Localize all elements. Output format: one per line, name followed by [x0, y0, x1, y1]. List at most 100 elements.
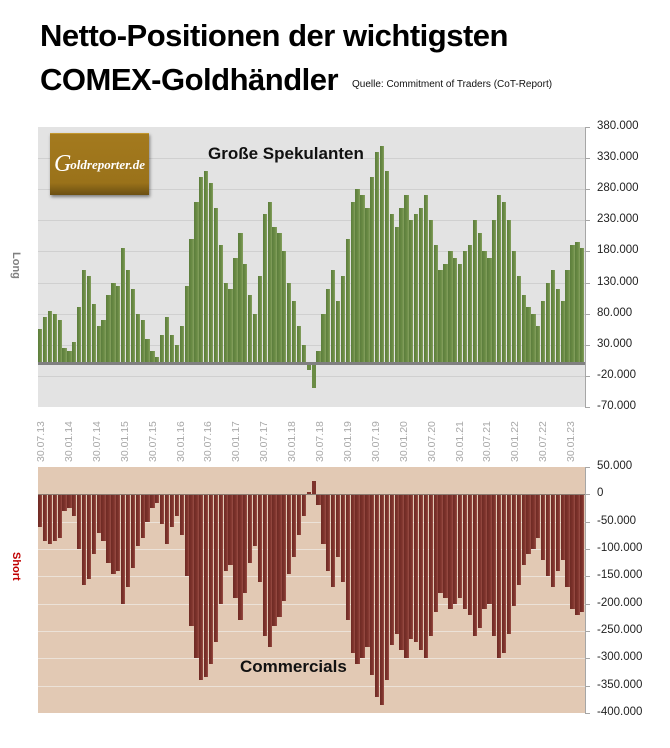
data-bar	[228, 288, 233, 364]
data-bar	[511, 251, 517, 364]
data-bar	[111, 282, 116, 364]
data-bar	[213, 494, 219, 642]
x-tick-label: 30.01.16	[174, 421, 187, 462]
data-bar	[580, 248, 585, 364]
data-bar	[545, 494, 551, 577]
data-bar	[335, 301, 341, 364]
y-tick	[585, 576, 590, 577]
data-bar	[340, 276, 346, 364]
data-bar	[248, 295, 253, 364]
gridline	[38, 549, 585, 550]
y-tick	[585, 189, 590, 190]
data-bar	[194, 201, 199, 364]
data-bar	[228, 494, 233, 566]
data-bar	[345, 239, 350, 364]
data-bar	[111, 494, 116, 574]
y-tick	[585, 283, 590, 284]
data-bar	[155, 357, 160, 364]
data-bar	[174, 344, 180, 364]
data-bar	[541, 301, 546, 364]
data-bar	[62, 347, 67, 364]
data-bar	[428, 494, 433, 637]
data-bar	[404, 494, 409, 659]
data-bar	[531, 494, 536, 549]
data-bar	[565, 494, 570, 588]
data-bar	[492, 220, 497, 364]
data-bar	[370, 494, 375, 675]
data-bar	[570, 245, 575, 364]
y-tick-label: 280.000	[597, 182, 639, 195]
data-bar	[409, 494, 414, 640]
data-bar	[145, 338, 150, 364]
data-bar	[501, 494, 507, 653]
data-bar	[394, 494, 399, 634]
data-bar	[482, 251, 487, 364]
data-bar	[306, 363, 311, 370]
data-bar	[340, 494, 346, 582]
data-bar	[311, 480, 316, 495]
zero-baseline	[38, 494, 585, 496]
data-bar	[62, 494, 67, 511]
data-bar	[443, 263, 448, 364]
data-bar	[257, 276, 263, 364]
data-bar	[345, 494, 350, 621]
logo-text: oldreporter.de	[70, 156, 146, 172]
data-bar	[433, 245, 438, 364]
data-bar	[326, 288, 331, 364]
data-bar	[130, 288, 136, 364]
data-bar	[116, 285, 121, 364]
data-bar	[145, 494, 150, 522]
data-bar	[179, 326, 184, 364]
data-bar	[365, 207, 370, 364]
x-tick-label: 30.01.14	[62, 421, 75, 462]
data-bar	[160, 335, 165, 364]
data-bar	[238, 232, 243, 364]
data-bar	[174, 494, 180, 517]
x-tick-label: 30.01.21	[453, 421, 466, 462]
data-bar	[477, 494, 482, 629]
y-tick	[585, 467, 590, 468]
y-tick	[585, 127, 590, 128]
data-bar	[155, 494, 160, 503]
y-tick-label: -200.000	[597, 596, 643, 609]
source-note: Quelle: Commitment of Traders (CoT-Repor…	[352, 79, 553, 90]
data-bar	[47, 310, 53, 364]
data-bar	[96, 326, 101, 364]
gridline	[38, 345, 585, 346]
y-tick-label: -250.000	[597, 624, 643, 636]
data-bar	[482, 494, 487, 610]
data-bar	[516, 494, 521, 585]
data-bar	[389, 214, 394, 364]
data-bar	[418, 494, 424, 651]
data-bar	[414, 214, 419, 364]
data-bar	[189, 494, 194, 626]
data-bar	[233, 494, 238, 599]
data-bar	[125, 270, 131, 364]
y-tick-label: 330.000	[597, 151, 639, 164]
x-tick-label: 30.01.18	[286, 421, 299, 462]
x-tick-label: 30.01.15	[118, 421, 131, 462]
data-bar	[472, 494, 477, 637]
data-bar	[179, 494, 184, 536]
data-bar	[487, 494, 492, 604]
x-tick-label: 30.07.21	[481, 421, 494, 462]
data-bar	[106, 295, 111, 364]
data-bar	[497, 195, 502, 364]
data-bar	[335, 494, 341, 558]
data-bar	[360, 195, 365, 364]
zero-baseline	[38, 362, 585, 366]
top-y-axis-line	[585, 127, 586, 407]
data-bar	[287, 494, 292, 574]
data-bar	[453, 257, 458, 364]
y-tick	[585, 604, 590, 605]
gridline	[38, 189, 585, 190]
data-bar	[291, 494, 297, 558]
data-bar	[472, 220, 477, 364]
data-bar	[199, 494, 204, 681]
y-tick-label: 80.000	[597, 306, 633, 319]
data-bar	[531, 313, 536, 364]
data-bar	[121, 494, 126, 604]
y-tick	[585, 220, 590, 221]
data-bar	[184, 285, 189, 364]
